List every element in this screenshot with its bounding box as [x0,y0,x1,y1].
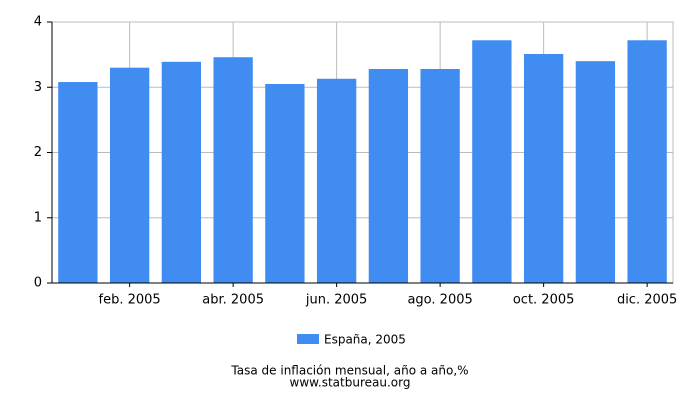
bar [523,53,564,283]
bar [420,68,460,283]
y-tick-label: 0 [34,276,42,291]
bar [161,61,202,283]
y-tick-label: 4 [34,15,42,30]
x-tick-label: feb. 2005 [99,293,161,308]
x-tick-label: abr. 2005 [202,293,264,308]
bar [575,61,616,284]
x-tick-label: dic. 2005 [617,293,677,308]
x-tick-label: oct. 2005 [513,293,575,308]
legend-swatch [297,334,319,344]
source: www.statbureau.org [290,376,411,390]
y-tick-label: 1 [34,210,42,225]
bar [109,67,150,283]
bar [316,78,357,283]
legend-label: España, 2005 [324,333,406,347]
bar [265,83,305,283]
bar [58,82,98,283]
y-tick-label: 2 [34,145,42,160]
x-tick-label: ago. 2005 [407,293,472,308]
x-tick-label: jun. 2005 [305,293,367,308]
bar [472,40,512,283]
y-tick-label: 3 [34,80,42,95]
bar [627,40,667,283]
chart-title: Tasa de inflación mensual, año a año,% [230,364,468,378]
bar [213,57,253,283]
bar [368,68,409,283]
